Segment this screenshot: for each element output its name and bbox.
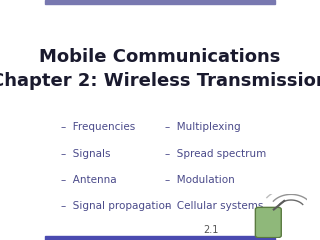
FancyBboxPatch shape [255,207,281,238]
Text: –  Spread spectrum: – Spread spectrum [164,149,266,159]
Text: –  Modulation: – Modulation [164,175,234,185]
Text: –  Signals: – Signals [61,149,110,159]
Bar [45,0,275,4]
Text: Mobile Communications
Chapter 2: Wireless Transmission: Mobile Communications Chapter 2: Wireles… [0,48,320,90]
Text: –  Cellular systems: – Cellular systems [164,201,263,211]
Text: –  Antenna: – Antenna [61,175,116,185]
Text: –  Signal propagation: – Signal propagation [61,201,172,211]
Text: –  Frequencies: – Frequencies [61,122,135,132]
Text: 2.1: 2.1 [203,225,218,235]
Bar [45,236,275,240]
Text: –  Multiplexing: – Multiplexing [164,122,240,132]
